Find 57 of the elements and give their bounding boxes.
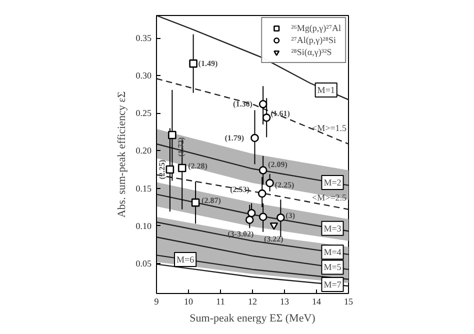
y-tick-label: 0.10 (136, 220, 152, 231)
point (270, 222, 278, 230)
point (258, 189, 266, 198)
series-label: M=6 (176, 254, 195, 264)
line-series (156, 16, 348, 100)
x-tick-label: 14 (312, 296, 322, 306)
legend-label: ²⁷Al(p,γ)²⁸Si (291, 34, 336, 46)
annotation: (2.25) (274, 180, 294, 190)
point (189, 59, 198, 68)
point (266, 178, 274, 188)
annotation: (2.53) (230, 185, 250, 194)
y-tick-label: 0.15 (136, 183, 152, 194)
series-label: M=2 (324, 178, 342, 188)
series-label: M=3 (324, 223, 342, 234)
y-tick-label: 0.30 (136, 70, 152, 81)
y-tick-label: 0.35 (136, 33, 152, 44)
y-axis-title: Abs. sum-peak efficiency εΣ (116, 91, 128, 218)
annotation: (1.61) (270, 109, 290, 118)
series-label: <M>=1.5 (312, 123, 348, 134)
annotation: (3-3.02) (228, 229, 254, 238)
series-label: M=1 (317, 85, 335, 96)
series-label: M=7 (324, 279, 342, 290)
annotation: (2.25) (157, 160, 166, 180)
y-tick-label: 0.25 (136, 108, 152, 118)
point (178, 164, 186, 172)
point (247, 208, 256, 218)
x-tick-label: 9 (154, 296, 160, 306)
x-tick-label: 15 (344, 296, 354, 306)
annotation: (3.22) (264, 234, 284, 244)
annotation: (2.09) (268, 160, 288, 169)
legend-label: ²⁸Si(α,γ)³²S (291, 46, 332, 58)
annotation: (2.87) (202, 196, 222, 206)
annotation: (2.28) (188, 162, 208, 171)
annotation: (1.79) (224, 133, 244, 142)
point (250, 134, 259, 142)
x-tick-label: 12 (248, 296, 257, 306)
series-label: M=5 (324, 262, 342, 272)
y-tick-label: 0.05 (136, 258, 152, 268)
point (276, 213, 285, 222)
point (245, 216, 254, 224)
annotation: (3) (286, 211, 296, 220)
point (168, 130, 176, 140)
x-tick-label: 13 (280, 296, 290, 306)
point (258, 212, 268, 222)
y-tick-label: 0.20 (136, 146, 152, 156)
legend-label: ²⁶Mg(p,γ)²⁷Al (291, 22, 341, 34)
annotation: (1.49) (198, 59, 218, 68)
series-label: <M>=2.5 (312, 192, 348, 203)
series-label: M=4 (324, 247, 342, 258)
annotation: (1.72) (176, 136, 186, 157)
point (191, 198, 200, 207)
x-tick-label: 11 (216, 296, 225, 306)
point (258, 166, 268, 174)
point (166, 165, 174, 174)
annotation: (1.36) (233, 100, 253, 109)
x-axis-title: Sum-peak energy EΣ (MeV) (190, 312, 316, 324)
x-tick-label: 10 (184, 296, 194, 306)
